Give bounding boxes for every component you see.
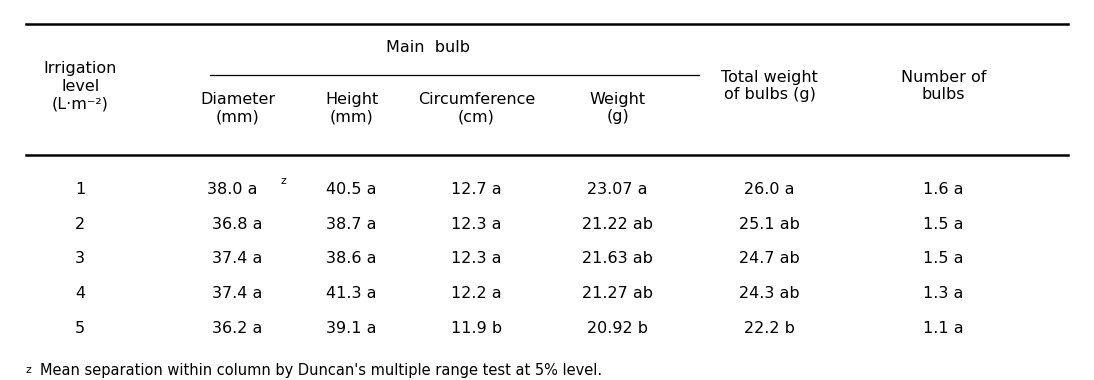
Text: Number of
bulbs: Number of bulbs — [900, 70, 986, 103]
Text: Diameter
(mm): Diameter (mm) — [200, 92, 276, 124]
Text: 1.3 a: 1.3 a — [923, 286, 964, 301]
Text: Weight
(g): Weight (g) — [590, 92, 645, 124]
Text: 2: 2 — [75, 217, 85, 231]
Text: 25.1 ab: 25.1 ab — [740, 217, 800, 231]
Text: 3: 3 — [75, 251, 85, 266]
Text: 36.8 a: 36.8 a — [212, 217, 263, 231]
Text: 1.5 a: 1.5 a — [923, 217, 964, 231]
Text: 12.3 a: 12.3 a — [451, 217, 502, 231]
Text: 1: 1 — [75, 182, 85, 197]
Text: Circumference
(cm): Circumference (cm) — [418, 92, 535, 124]
Text: Mean separation within column by Duncan's multiple range test at 5% level.: Mean separation within column by Duncan'… — [40, 363, 602, 378]
Text: 36.2 a: 36.2 a — [212, 320, 263, 336]
Text: 23.07 a: 23.07 a — [587, 182, 648, 197]
Text: 21.22 ab: 21.22 ab — [582, 217, 653, 231]
Text: 12.3 a: 12.3 a — [451, 251, 502, 266]
Text: 41.3 a: 41.3 a — [326, 286, 376, 301]
Text: 1.1 a: 1.1 a — [923, 320, 964, 336]
Text: 24.3 ab: 24.3 ab — [740, 286, 800, 301]
Text: 22.2 b: 22.2 b — [744, 320, 795, 336]
Text: 38.0 a: 38.0 a — [207, 182, 257, 197]
Text: 21.63 ab: 21.63 ab — [582, 251, 653, 266]
Text: 37.4 a: 37.4 a — [212, 286, 263, 301]
Text: 4: 4 — [75, 286, 85, 301]
Text: Irrigation
level
(L·m⁻²): Irrigation level (L·m⁻²) — [44, 61, 117, 111]
Text: 21.27 ab: 21.27 ab — [582, 286, 653, 301]
Text: 11.9 b: 11.9 b — [451, 320, 502, 336]
Text: z: z — [280, 176, 286, 186]
Text: 38.6 a: 38.6 a — [326, 251, 376, 266]
Text: z: z — [26, 365, 32, 375]
Text: 24.7 ab: 24.7 ab — [740, 251, 800, 266]
Text: Height
(mm): Height (mm) — [325, 92, 379, 124]
Text: Main  bulb: Main bulb — [385, 40, 469, 55]
Text: 1.5 a: 1.5 a — [923, 251, 964, 266]
Text: 1.6 a: 1.6 a — [923, 182, 964, 197]
Text: 39.1 a: 39.1 a — [326, 320, 376, 336]
Text: 37.4 a: 37.4 a — [212, 251, 263, 266]
Text: Total weight
of bulbs (g): Total weight of bulbs (g) — [721, 70, 818, 103]
Text: 26.0 a: 26.0 a — [744, 182, 795, 197]
Text: 12.7 a: 12.7 a — [451, 182, 502, 197]
Text: 40.5 a: 40.5 a — [326, 182, 376, 197]
Text: 12.2 a: 12.2 a — [451, 286, 502, 301]
Text: 5: 5 — [75, 320, 85, 336]
Text: 38.7 a: 38.7 a — [326, 217, 376, 231]
Text: 20.92 b: 20.92 b — [587, 320, 648, 336]
